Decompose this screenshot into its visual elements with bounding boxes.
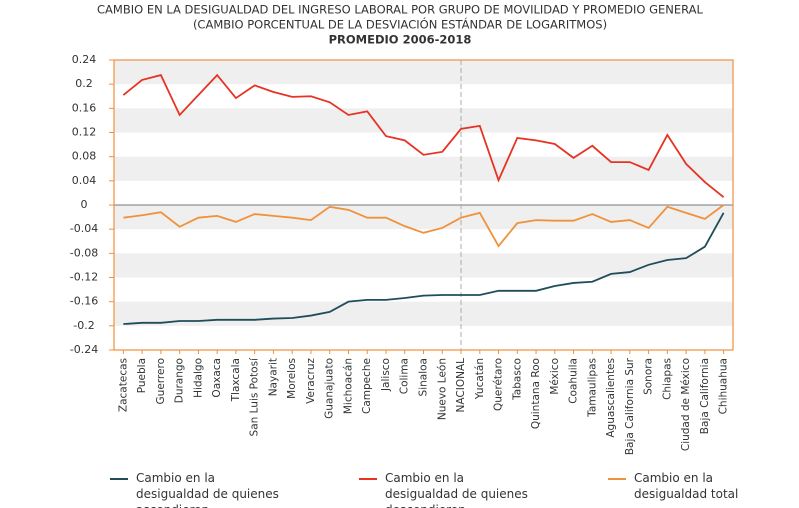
grid-band (114, 253, 733, 278)
x-tick-label: Sonora (643, 358, 655, 395)
y-tick-label: 0.04 (72, 174, 97, 187)
chart-title: CAMBIO EN LA DESIGUALDAD DEL INGRESO LAB… (97, 3, 704, 17)
y-tick-label: -0.08 (70, 246, 98, 259)
y-tick-label: 0.16 (72, 101, 97, 114)
x-tick-label: Veracruz (305, 358, 317, 404)
x-tick-label: Tamaulipas (586, 358, 598, 418)
legend-item: Cambio en la desigualdad de quienes desc… (359, 470, 574, 508)
x-tick-label: Nuevo León (436, 358, 448, 420)
legend-swatch (359, 478, 377, 480)
series-line (123, 212, 725, 325)
x-tick-label: México (549, 358, 561, 395)
x-tick-label: Sinaloa (418, 358, 430, 396)
y-tick-label: 0.2 (75, 77, 93, 90)
x-tick-label: Puebla (136, 358, 148, 393)
y-tick-label: -0.12 (70, 271, 98, 284)
grid-band (114, 156, 733, 181)
x-tick-label: Chiapas (661, 358, 673, 400)
legend-item: Cambio en la desigualdad de quienes asce… (110, 470, 325, 508)
legend-label: Cambio en la desigualdad de quienes asce… (136, 471, 279, 508)
x-tick-label: Guerrero (155, 358, 167, 404)
x-tick-label: Tlaxcala (230, 358, 242, 402)
legend: Cambio en la desigualdad de quienes asce… (110, 470, 799, 508)
chart-period: PROMEDIO 2006-2018 (329, 33, 472, 47)
x-tick-label: Hidalgo (192, 358, 204, 398)
x-tick-label: Nayarit (267, 358, 279, 396)
y-tick-label: 0.12 (72, 126, 97, 139)
x-tick-label: Colima (399, 358, 411, 394)
x-tick-label: Quintana Roo (530, 358, 542, 429)
chart: CAMBIO EN LA DESIGUALDAD DEL INGRESO LAB… (70, 3, 734, 455)
legend-label: Cambio en la desigualdad total (634, 471, 739, 501)
grid-band (114, 60, 733, 85)
x-tick-label: Ciudad de México (680, 358, 692, 451)
x-tick-label: Querétaro (493, 358, 505, 411)
x-tick-label: San Luis Potosí (249, 357, 261, 437)
x-tick-label: Coahuila (568, 358, 580, 404)
series-line (123, 204, 725, 248)
x-tick-label: Baja California (699, 358, 711, 434)
y-tick-label: 0.24 (72, 53, 97, 66)
grid-band (114, 205, 733, 230)
y-tick-label: 0 (81, 198, 88, 211)
series-line (122, 73, 725, 198)
x-tick-label: Zacatecas (117, 358, 129, 412)
x-tick-label: Yucatán (474, 358, 486, 400)
legend-item: Cambio en la desigualdad total (608, 470, 799, 508)
legend-label: Cambio en la desigualdad de quienes desc… (385, 471, 528, 508)
x-tick-label: Guanajuato (324, 358, 336, 419)
x-tick-label: Campeche (361, 358, 373, 414)
x-tick-label: Jalisco (380, 358, 392, 392)
x-tick-label: Baja California Sur (624, 357, 636, 455)
legend-swatch (110, 478, 128, 480)
y-tick-label: -0.16 (70, 295, 98, 308)
x-tick-label: Morelos (286, 358, 298, 399)
x-tick-label: Durango (174, 358, 186, 403)
y-tick-label: 0.08 (72, 150, 97, 163)
x-tick-label: Aguascalientes (605, 358, 617, 438)
grid-band (114, 108, 733, 133)
x-tick-label: Oaxaca (211, 358, 223, 398)
x-tick-label: NACIONAL (455, 358, 467, 413)
x-tick-label: Chihuahua (718, 358, 730, 414)
chart-subtitle: (CAMBIO PORCENTUAL DE LA DESVIACIÓN ESTÁ… (193, 17, 607, 32)
grid-band (114, 301, 733, 326)
y-tick-label: -0.04 (70, 222, 98, 235)
legend-swatch (608, 478, 626, 480)
x-tick-label: Michoacán (342, 358, 354, 414)
x-tick-label: Tabasco (511, 358, 523, 401)
y-tick-label: -0.2 (73, 319, 94, 332)
y-tick-label: -0.24 (70, 343, 98, 356)
